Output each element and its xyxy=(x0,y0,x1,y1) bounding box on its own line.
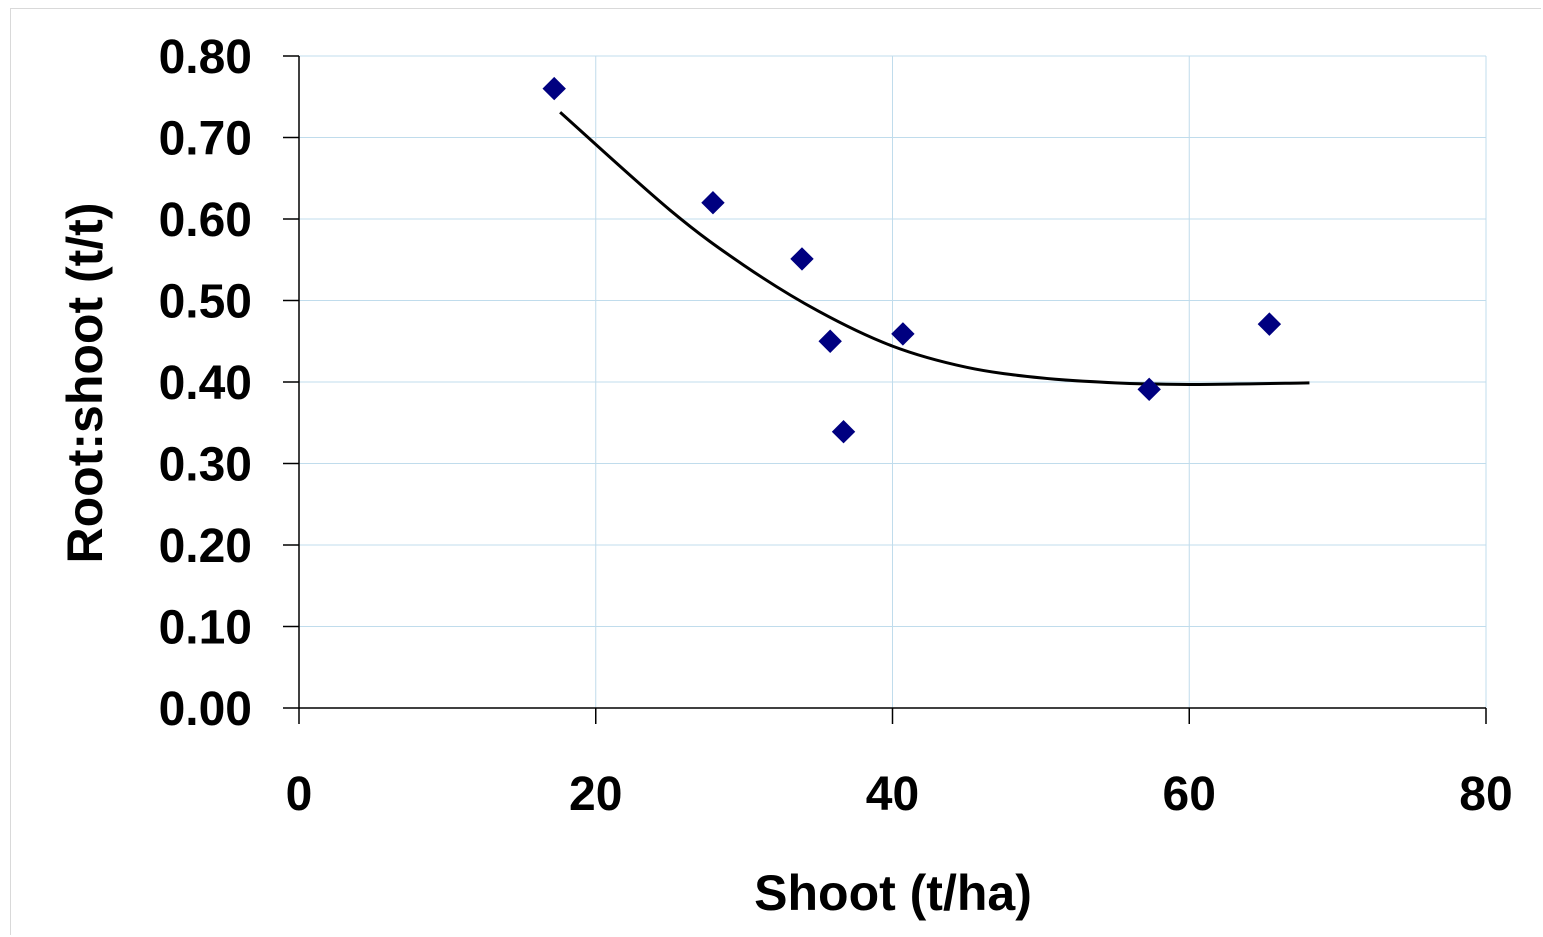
trendline xyxy=(559,111,1310,386)
x-tick-label: 80 xyxy=(1459,768,1512,821)
y-tick-label: 0.00 xyxy=(159,683,252,736)
x-tick-label: 40 xyxy=(866,768,919,821)
y-tick-label: 0.70 xyxy=(159,113,252,166)
axes xyxy=(283,55,1487,724)
data-point-diamond xyxy=(542,76,566,101)
y-axis-title: Root:shoot (t/t) xyxy=(57,203,113,564)
y-tick-label: 0.80 xyxy=(159,31,252,84)
data-point-diamond xyxy=(1137,377,1161,402)
y-tick-label: 0.60 xyxy=(159,194,252,247)
y-tick-label: 0.30 xyxy=(159,439,252,492)
y-tick-label: 0.40 xyxy=(159,357,252,410)
chart-frame xyxy=(10,8,1541,935)
y-tick-label: 0.10 xyxy=(159,602,252,655)
y-tick-label: 0.50 xyxy=(159,276,252,329)
data-point-diamond xyxy=(831,420,856,444)
trendline-group xyxy=(559,111,1310,386)
data-point-diamond xyxy=(818,329,842,353)
data-points xyxy=(542,76,1282,444)
data-point-diamond xyxy=(1257,312,1282,336)
x-tick-label: 0 xyxy=(286,768,313,821)
data-point-diamond xyxy=(790,247,814,271)
data-point-diamond xyxy=(891,322,915,346)
x-axis-title: Shoot (t/ha) xyxy=(754,865,1032,921)
data-point-diamond xyxy=(701,190,725,215)
y-tick-labels: 0.00 0.10 0.20 0.30 0.40 0.50 0.60 0.70 0.80 xyxy=(159,31,252,736)
y-tick-label: 0.20 xyxy=(159,520,252,573)
x-tick-label: 20 xyxy=(569,768,622,821)
x-tick-label: 60 xyxy=(1163,768,1216,821)
x-tick-labels: 0 20 40 60 80 xyxy=(286,768,1513,821)
